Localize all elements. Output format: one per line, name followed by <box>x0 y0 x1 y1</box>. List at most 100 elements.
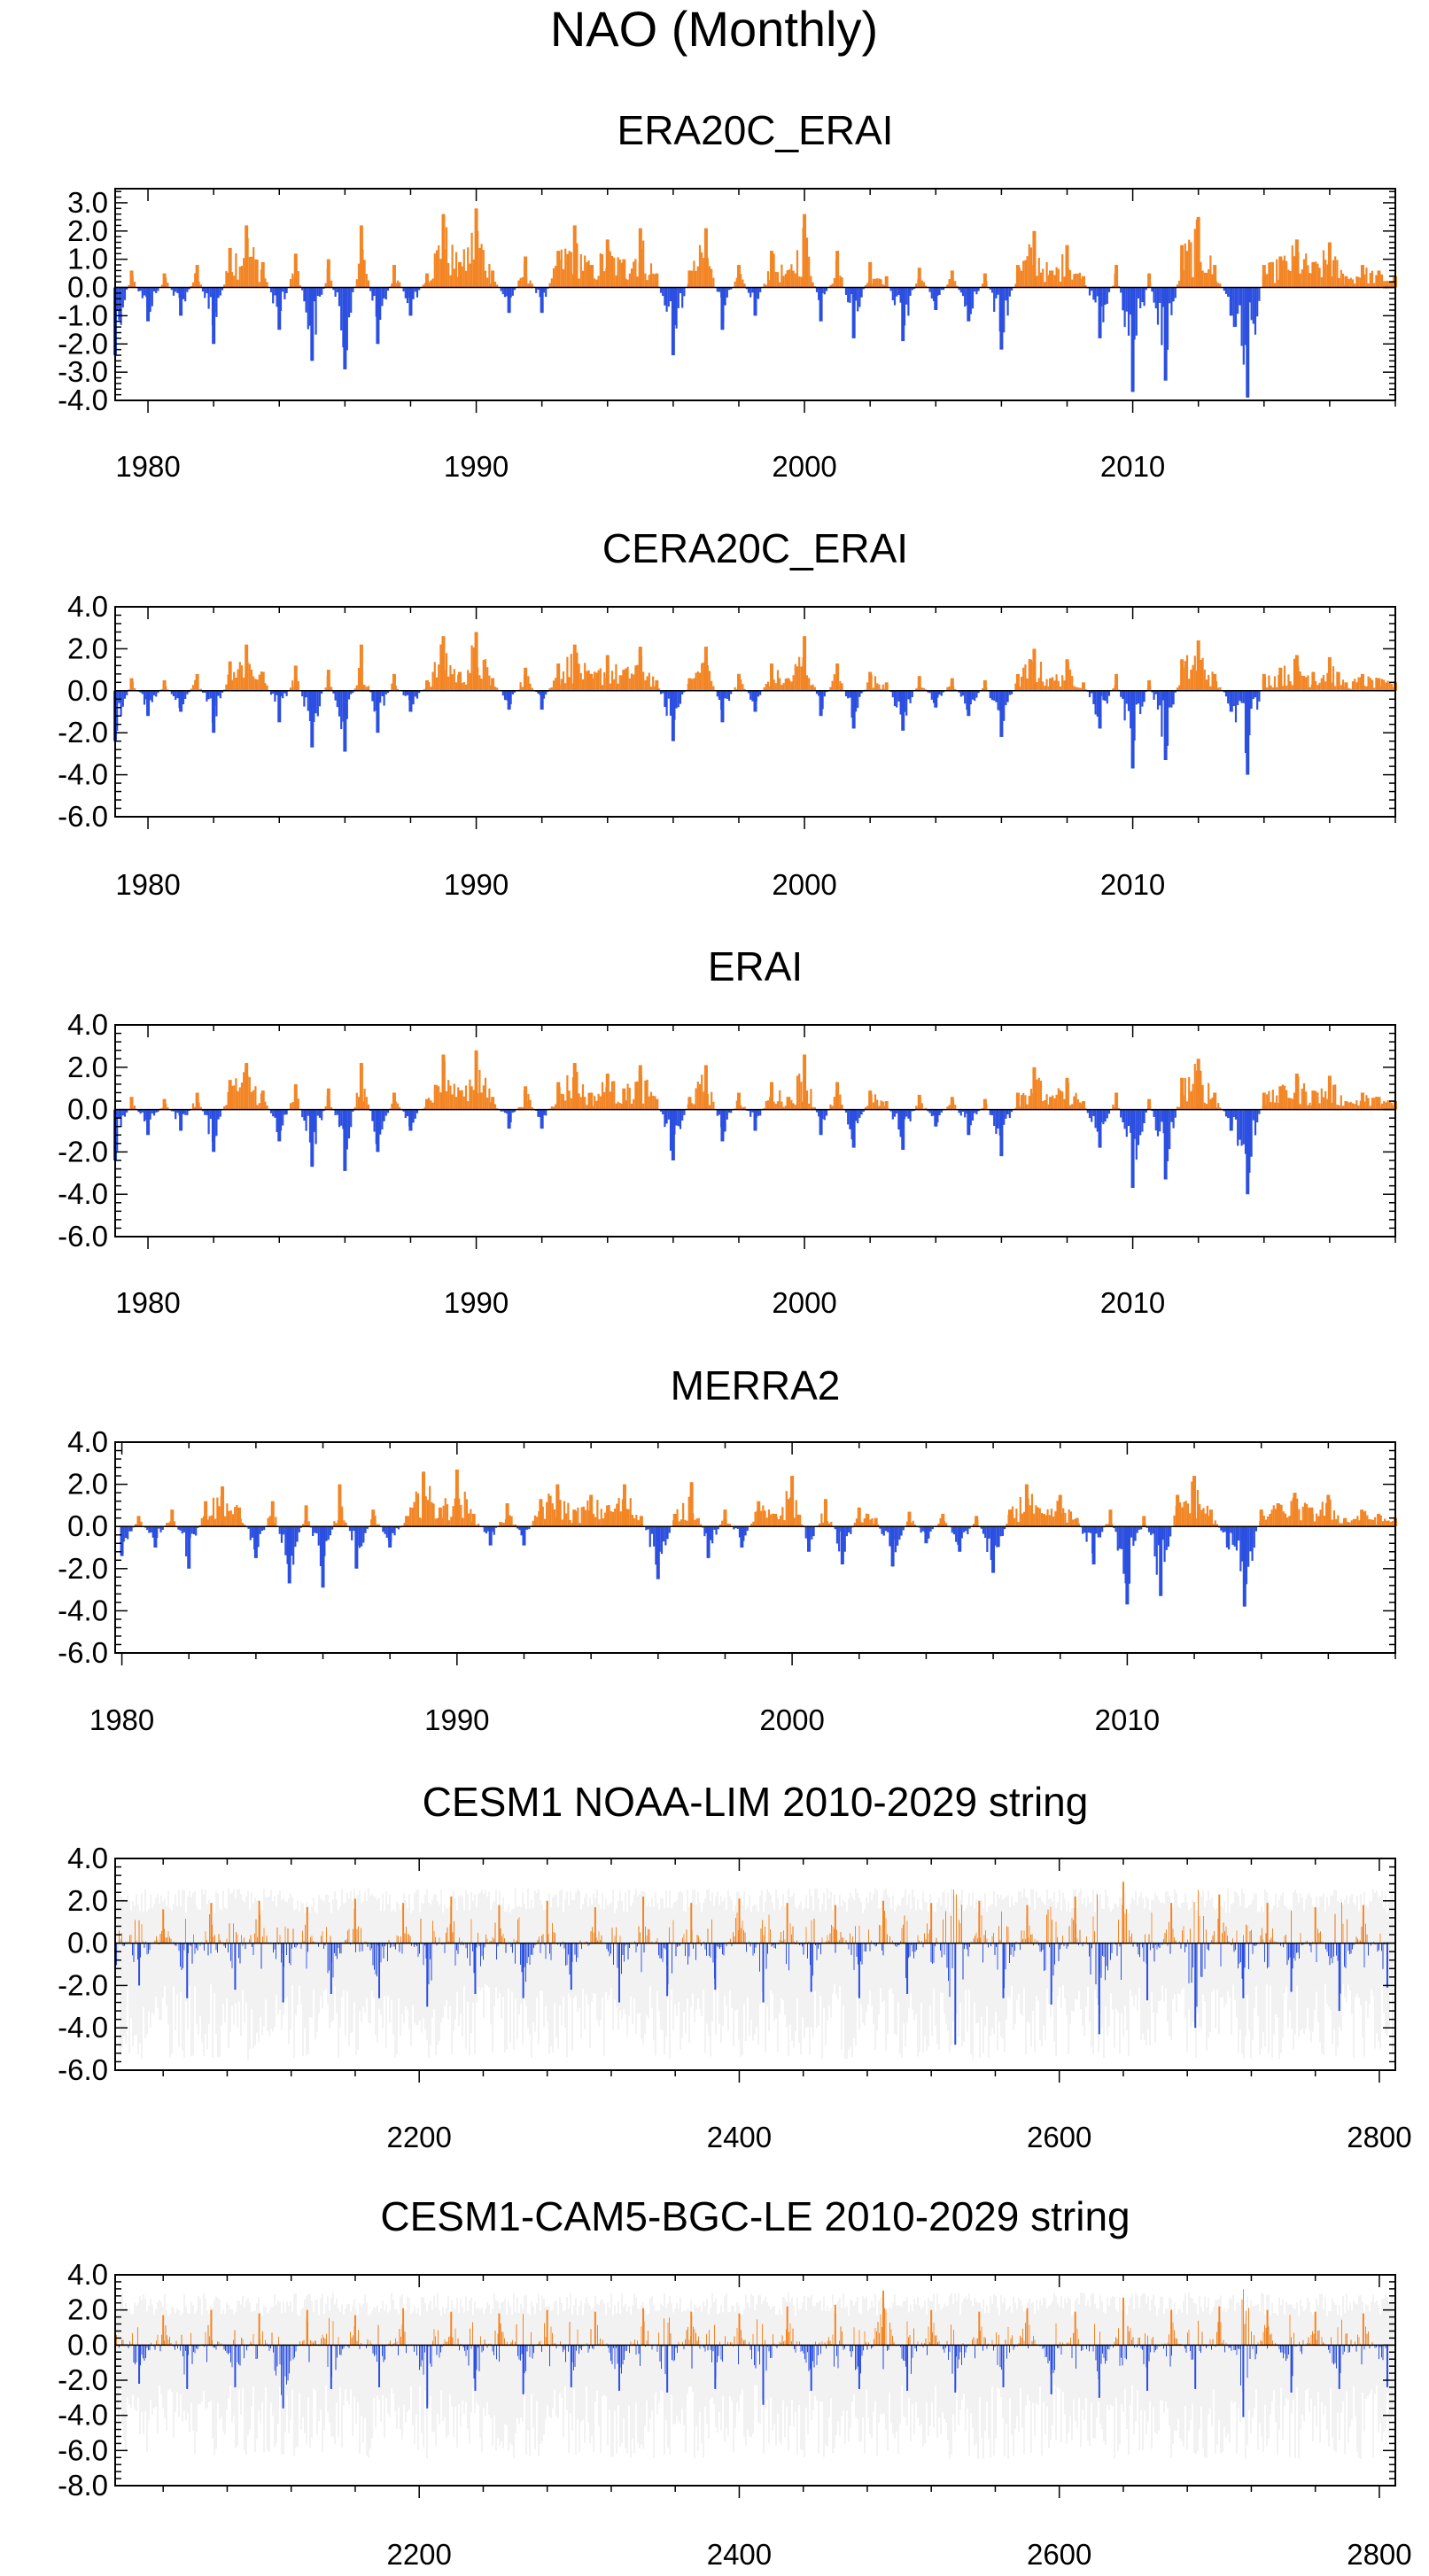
data-point <box>1147 1098 1152 1110</box>
data-point <box>540 690 544 710</box>
data-point <box>1360 1092 1364 1110</box>
data-point <box>570 2345 572 2387</box>
data-point <box>1344 1101 1348 1110</box>
data-point <box>210 1903 213 1944</box>
data-point <box>1278 667 1283 691</box>
data-point <box>991 1526 996 1573</box>
panel-title: CERA20C_ERAI <box>602 525 908 571</box>
data-point <box>402 2308 405 2346</box>
data-point <box>967 1109 971 1136</box>
data-point <box>458 261 462 288</box>
data-point <box>807 1526 812 1552</box>
data-point <box>958 1526 962 1552</box>
data-point <box>810 2345 812 2391</box>
data-point <box>1377 1513 1381 1527</box>
data-point <box>934 1109 938 1127</box>
x-tick-label: 2400 <box>707 2121 772 2153</box>
data-point <box>589 265 594 288</box>
data-point <box>982 273 987 288</box>
data-point <box>221 1486 225 1527</box>
y-tick-label: -6.0 <box>58 1636 108 1669</box>
data-point <box>689 1482 694 1527</box>
data-point <box>570 1943 572 1990</box>
data-point <box>162 273 167 288</box>
data-point <box>402 1903 405 1944</box>
data-point <box>129 678 134 691</box>
data-point <box>572 225 577 288</box>
data-point <box>714 2345 717 2389</box>
data-point <box>874 1517 878 1527</box>
data-point <box>714 1943 717 1990</box>
x-tick-label: 2000 <box>759 1703 824 1736</box>
data-point <box>1311 671 1316 691</box>
data-point <box>1180 659 1184 691</box>
data-point <box>195 1092 199 1110</box>
data-point <box>146 1109 151 1136</box>
data-point <box>186 2345 189 2389</box>
y-axis: 4.02.00.0-2.0-4.0-6.0-8.0 <box>58 2258 1395 2502</box>
data-point <box>282 1943 284 2003</box>
data-point <box>195 265 199 288</box>
data-point <box>498 1905 501 1944</box>
data-point <box>458 671 462 691</box>
data-point <box>823 1499 827 1527</box>
data-point <box>868 261 873 288</box>
data-point <box>376 1109 380 1152</box>
data-point <box>1048 678 1052 691</box>
data-point <box>703 1065 708 1110</box>
data-point <box>441 1054 446 1110</box>
data-point <box>736 1092 741 1110</box>
data-point <box>687 1097 692 1110</box>
data-point <box>441 636 446 691</box>
data-point <box>851 690 856 729</box>
x-tick-label: 1990 <box>444 1286 509 1319</box>
data-point <box>810 1943 812 1992</box>
data-point <box>522 1943 524 1998</box>
data-point <box>474 632 478 691</box>
data-point <box>1242 2345 1245 2417</box>
data-point <box>146 287 151 322</box>
data-point <box>343 287 347 369</box>
data-point <box>1278 1086 1283 1110</box>
data-point <box>1065 659 1069 691</box>
data-points <box>113 208 1397 398</box>
data-point <box>757 1501 761 1527</box>
data-point <box>1098 2345 1100 2398</box>
data-point <box>638 1065 642 1110</box>
data-point <box>720 690 725 723</box>
data-point <box>1208 1509 1213 1527</box>
data-point <box>260 261 265 288</box>
data-point <box>882 1900 884 1944</box>
x-tick-label: 2010 <box>1100 868 1165 901</box>
y-tick-label: 0.0 <box>67 1927 108 1959</box>
data-point <box>277 690 282 723</box>
y-tick-label: 2.0 <box>67 1051 108 1083</box>
data-point <box>522 2345 524 2394</box>
data-point <box>195 673 199 691</box>
y-tick-label: -6.0 <box>58 2053 108 2086</box>
x-tick-label: 2000 <box>772 868 836 901</box>
data-point <box>245 1063 249 1110</box>
data-point <box>642 2308 645 2346</box>
data-point <box>306 1906 308 1944</box>
data-point <box>1259 1509 1263 1527</box>
x-tick-label: 2400 <box>707 2538 772 2571</box>
panel-5: CESM1 NOAA-LIM 2010-2029 string 4.0 2.0 0.0… <box>58 1779 1412 2153</box>
x-tick-label: 2200 <box>386 2121 451 2153</box>
y-axis: 4.0 2.0 0.0 -2.0 -4.0 -6.0 <box>58 1008 1395 1253</box>
data-point <box>270 1501 275 1527</box>
x-tick-label: 2010 <box>1100 1286 1165 1319</box>
data-point <box>572 1509 577 1527</box>
x-axis: 1980 1990 2000 2010 <box>89 1442 1396 1736</box>
data-point <box>237 1507 241 1527</box>
data-point <box>934 690 938 708</box>
data-point <box>1075 1517 1079 1527</box>
data-point <box>1218 1894 1221 1944</box>
data-point <box>204 1501 208 1527</box>
data-point <box>967 287 971 322</box>
data-point <box>790 1476 795 1527</box>
data-point <box>1246 287 1250 398</box>
data-point <box>803 213 807 288</box>
